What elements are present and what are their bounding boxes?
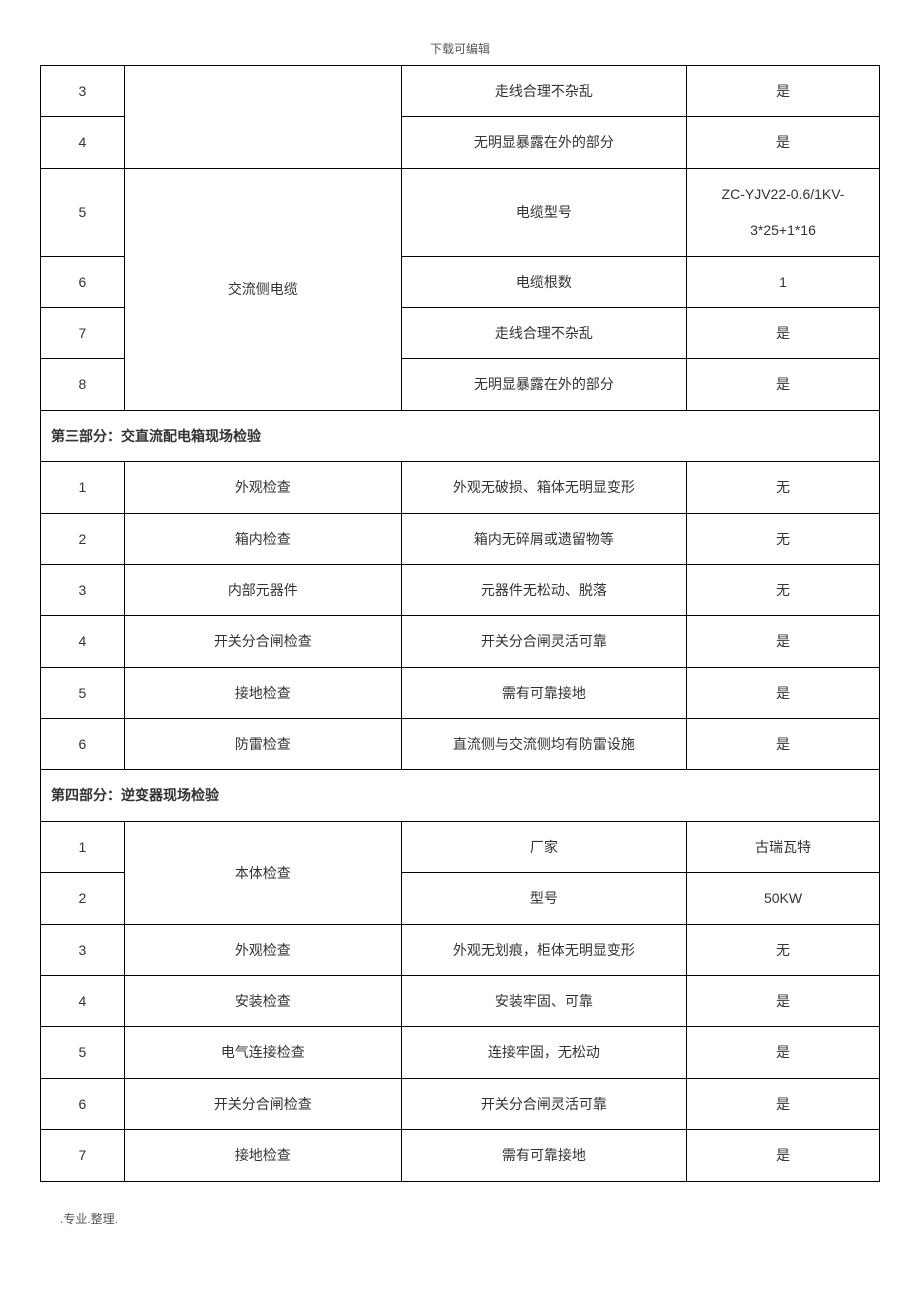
result-cell: ZC-YJV22-0.6/1KV- 3*25+1*16 (687, 168, 880, 256)
item-cell: 元器件无松动、脱落 (401, 564, 686, 615)
row-number: 5 (41, 667, 125, 718)
category-cell: 本体检查 (124, 821, 401, 924)
row-number: 1 (41, 821, 125, 872)
category-cell: 内部元器件 (124, 564, 401, 615)
inspection-table: 3 走线合理不杂乱 是 4 无明显暴露在外的部分 是 5 交流侧电缆 电缆型号 … (40, 65, 880, 1182)
footer-note: .专业.整理. (40, 1210, 880, 1227)
item-cell: 需有可靠接地 (401, 667, 686, 718)
result-cell: 50KW (687, 873, 880, 924)
result-cell: 无 (687, 564, 880, 615)
table-row: 6 开关分合闸检查 开关分合闸灵活可靠 是 (41, 1078, 880, 1129)
result-line1: ZC-YJV22-0.6/1KV- (693, 183, 873, 205)
result-cell: 是 (687, 616, 880, 667)
category-cell: 开关分合闸检查 (124, 616, 401, 667)
row-number: 3 (41, 66, 125, 117)
table-row: 1 本体检查 厂家 古瑞瓦特 (41, 821, 880, 872)
header-note: 下载可编辑 (40, 40, 880, 57)
item-cell: 开关分合闸灵活可靠 (401, 616, 686, 667)
item-cell: 连接牢固，无松动 (401, 1027, 686, 1078)
row-number: 4 (41, 117, 125, 168)
row-number: 2 (41, 873, 125, 924)
result-cell: 无 (687, 462, 880, 513)
table-row: 3 外观检查 外观无划痕，柜体无明显变形 无 (41, 924, 880, 975)
category-cell: 外观检查 (124, 924, 401, 975)
section4-header-row: 第四部分：逆变器现场检验 (41, 770, 880, 821)
item-cell: 直流侧与交流侧均有防雷设施 (401, 719, 686, 770)
category-cell (124, 66, 401, 169)
item-cell: 箱内无碎屑或遗留物等 (401, 513, 686, 564)
table-row: 4 开关分合闸检查 开关分合闸灵活可靠 是 (41, 616, 880, 667)
result-cell: 古瑞瓦特 (687, 821, 880, 872)
category-cell: 电气连接检查 (124, 1027, 401, 1078)
item-cell: 电缆型号 (401, 168, 686, 256)
table-row: 5 交流侧电缆 电缆型号 ZC-YJV22-0.6/1KV- 3*25+1*16 (41, 168, 880, 256)
table-row: 6 防雷检查 直流侧与交流侧均有防雷设施 是 (41, 719, 880, 770)
result-cell: 是 (687, 1130, 880, 1181)
result-cell: 1 (687, 256, 880, 307)
result-line2: 3*25+1*16 (693, 219, 873, 241)
row-number: 3 (41, 924, 125, 975)
row-number: 5 (41, 168, 125, 256)
result-cell: 是 (687, 1027, 880, 1078)
row-number: 7 (41, 307, 125, 358)
section4-title: 第四部分：逆变器现场检验 (41, 770, 880, 821)
item-cell: 需有可靠接地 (401, 1130, 686, 1181)
item-cell: 厂家 (401, 821, 686, 872)
item-cell: 走线合理不杂乱 (401, 307, 686, 358)
item-cell: 无明显暴露在外的部分 (401, 359, 686, 410)
category-cell: 安装检查 (124, 976, 401, 1027)
row-number: 1 (41, 462, 125, 513)
result-cell: 是 (687, 307, 880, 358)
category-cell: 接地检查 (124, 667, 401, 718)
result-cell: 是 (687, 976, 880, 1027)
row-number: 6 (41, 719, 125, 770)
row-number: 5 (41, 1027, 125, 1078)
result-cell: 是 (687, 719, 880, 770)
item-cell: 无明显暴露在外的部分 (401, 117, 686, 168)
category-cell: 外观检查 (124, 462, 401, 513)
category-cell: 接地检查 (124, 1130, 401, 1181)
category-cell: 箱内检查 (124, 513, 401, 564)
result-cell: 是 (687, 117, 880, 168)
category-cell: 防雷检查 (124, 719, 401, 770)
row-number: 6 (41, 256, 125, 307)
section3-header-row: 第三部分：交直流配电箱现场检验 (41, 410, 880, 461)
result-cell: 是 (687, 359, 880, 410)
result-cell: 是 (687, 1078, 880, 1129)
table-row: 7 接地检查 需有可靠接地 是 (41, 1130, 880, 1181)
table-row: 2 箱内检查 箱内无碎屑或遗留物等 无 (41, 513, 880, 564)
item-cell: 开关分合闸灵活可靠 (401, 1078, 686, 1129)
row-number: 4 (41, 616, 125, 667)
row-number: 6 (41, 1078, 125, 1129)
item-cell: 安装牢固、可靠 (401, 976, 686, 1027)
item-cell: 电缆根数 (401, 256, 686, 307)
item-cell: 外观无划痕，柜体无明显变形 (401, 924, 686, 975)
table-row: 5 电气连接检查 连接牢固，无松动 是 (41, 1027, 880, 1078)
row-number: 2 (41, 513, 125, 564)
table-row: 3 走线合理不杂乱 是 (41, 66, 880, 117)
row-number: 7 (41, 1130, 125, 1181)
table-row: 3 内部元器件 元器件无松动、脱落 无 (41, 564, 880, 615)
item-cell: 走线合理不杂乱 (401, 66, 686, 117)
result-cell: 无 (687, 924, 880, 975)
item-cell: 型号 (401, 873, 686, 924)
result-cell: 无 (687, 513, 880, 564)
section3-title: 第三部分：交直流配电箱现场检验 (41, 410, 880, 461)
item-cell: 外观无破损、箱体无明显变形 (401, 462, 686, 513)
category-cell: 开关分合闸检查 (124, 1078, 401, 1129)
row-number: 3 (41, 564, 125, 615)
category-cell: 交流侧电缆 (124, 168, 401, 410)
result-cell: 是 (687, 66, 880, 117)
result-cell: 是 (687, 667, 880, 718)
row-number: 4 (41, 976, 125, 1027)
row-number: 8 (41, 359, 125, 410)
table-row: 4 安装检查 安装牢固、可靠 是 (41, 976, 880, 1027)
table-row: 1 外观检查 外观无破损、箱体无明显变形 无 (41, 462, 880, 513)
document-page: 下载可编辑 3 走线合理不杂乱 是 4 无明显暴露在外的部分 是 5 交流侧电缆… (0, 0, 920, 1257)
table-row: 5 接地检查 需有可靠接地 是 (41, 667, 880, 718)
